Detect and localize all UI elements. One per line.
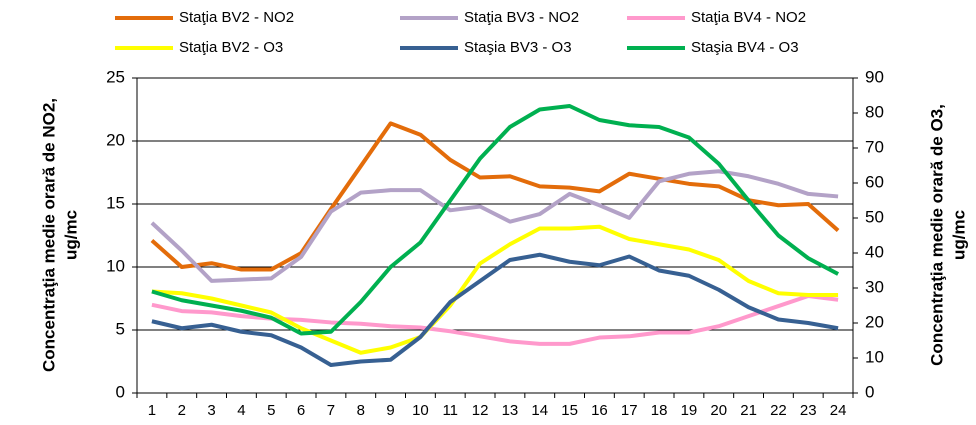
series-line bbox=[150, 169, 839, 283]
series-line bbox=[151, 293, 839, 346]
series-line bbox=[151, 104, 840, 336]
y-axis-label-line: Concentraţia medie orară de NO2, bbox=[39, 98, 58, 372]
y-axis-label: Concentraţia medie orară de NO2, ug/mc bbox=[39, 98, 80, 372]
x-tick-label: 5 bbox=[267, 402, 275, 419]
x-tick-label: 11 bbox=[442, 402, 458, 419]
y-tick-label: 0 bbox=[116, 382, 125, 401]
legend-label: Staşia BV4 - O3 bbox=[691, 39, 799, 56]
x-tick-label: 23 bbox=[800, 402, 817, 419]
x-tick-label: 21 bbox=[740, 402, 757, 419]
legend-label: Staţia BV3 - NO2 bbox=[464, 9, 579, 26]
x-tick-label: 15 bbox=[561, 402, 578, 419]
y2-tick-label: 80 bbox=[865, 102, 884, 121]
y2-tick-label: 40 bbox=[865, 242, 884, 261]
legend-label: Staţia BV2 - NO2 bbox=[179, 9, 294, 26]
x-tick-label: 19 bbox=[681, 402, 698, 419]
y2-tick-label: 20 bbox=[865, 312, 884, 331]
x-tick-label: 12 bbox=[472, 402, 489, 419]
y2-axis-label: Concentraţia medie orară de O3, ug/mc bbox=[927, 104, 968, 366]
y2-axis-label-line: Concentraţia medie orară de O3, bbox=[927, 104, 946, 366]
x-tick-label: 24 bbox=[830, 402, 847, 419]
x-tick-label: 17 bbox=[621, 402, 638, 419]
legend-label: Staţia BV4 - NO2 bbox=[691, 9, 806, 26]
series-line bbox=[150, 121, 840, 272]
x-tick-label: 7 bbox=[327, 402, 335, 419]
x-tick-label: 6 bbox=[297, 402, 305, 419]
y-tick-label: 5 bbox=[116, 319, 125, 338]
y-tick-label: 15 bbox=[106, 193, 125, 212]
x-tick-label: 3 bbox=[207, 402, 215, 419]
x-tick-label: 10 bbox=[412, 402, 429, 419]
series-line bbox=[151, 252, 839, 367]
x-tick-label: 16 bbox=[591, 402, 608, 419]
legend-label: Staşia BV3 - O3 bbox=[464, 39, 572, 56]
y2-axis-label-line: ug/mc bbox=[949, 210, 968, 260]
x-tick-label: 8 bbox=[357, 402, 365, 419]
x-tick-label: 14 bbox=[531, 402, 548, 419]
y2-tick-label: 90 bbox=[865, 67, 884, 86]
y2-tick-label: 10 bbox=[865, 347, 884, 366]
x-tick-label: 4 bbox=[237, 402, 245, 419]
x-tick-label: 18 bbox=[651, 402, 668, 419]
x-tick-label: 22 bbox=[770, 402, 787, 419]
x-tick-label: 13 bbox=[502, 402, 519, 419]
x-tick-label: 20 bbox=[710, 402, 727, 419]
y2-tick-label: 60 bbox=[865, 172, 884, 191]
y-axis-label-line: ug/mc bbox=[61, 210, 80, 260]
legend-label: Staţia BV2 - O3 bbox=[179, 39, 283, 56]
y2-tick-label: 70 bbox=[865, 137, 884, 156]
series-line bbox=[151, 224, 839, 355]
x-tick-label: 1 bbox=[148, 402, 156, 419]
x-tick-label: 9 bbox=[386, 402, 394, 419]
y-tick-label: 10 bbox=[106, 256, 125, 275]
y2-tick-label: 0 bbox=[865, 382, 874, 401]
y-tick-label: 20 bbox=[106, 130, 125, 149]
y2-tick-label: 50 bbox=[865, 207, 884, 226]
y2-tick-label: 30 bbox=[865, 277, 884, 296]
x-tick-label: 2 bbox=[178, 402, 186, 419]
y-tick-label: 25 bbox=[106, 67, 125, 86]
